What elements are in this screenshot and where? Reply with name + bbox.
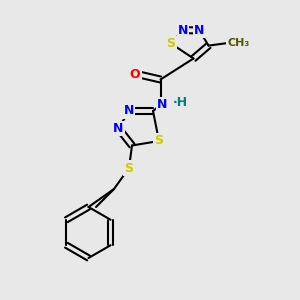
Text: S: S: [124, 161, 134, 175]
Text: N: N: [194, 24, 205, 37]
Text: N: N: [124, 104, 134, 118]
Text: N: N: [178, 23, 188, 37]
Text: S: S: [154, 134, 164, 148]
Text: ·H: ·H: [173, 97, 188, 110]
Text: N: N: [157, 98, 167, 112]
Text: CH₃: CH₃: [227, 38, 250, 48]
Text: O: O: [130, 68, 140, 82]
Text: S: S: [167, 37, 176, 50]
Text: N: N: [113, 122, 124, 135]
